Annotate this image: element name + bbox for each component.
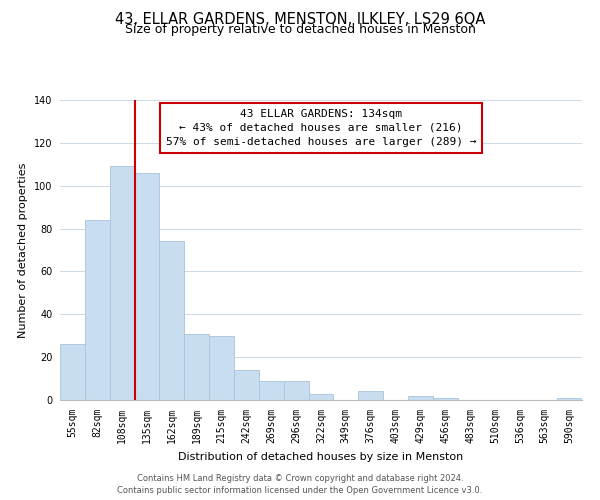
Bar bbox=[259, 380, 284, 400]
Bar bbox=[557, 398, 582, 400]
Bar bbox=[184, 334, 209, 400]
Text: 43 ELLAR GARDENS: 134sqm
← 43% of detached houses are smaller (216)
57% of semi-: 43 ELLAR GARDENS: 134sqm ← 43% of detach… bbox=[166, 109, 476, 147]
Bar bbox=[134, 173, 160, 400]
Bar bbox=[60, 344, 85, 400]
Text: Distribution of detached houses by size in Menston: Distribution of detached houses by size … bbox=[178, 452, 464, 462]
Bar bbox=[408, 396, 433, 400]
Text: Contains HM Land Registry data © Crown copyright and database right 2024.
Contai: Contains HM Land Registry data © Crown c… bbox=[118, 474, 482, 495]
Bar bbox=[110, 166, 134, 400]
Bar bbox=[209, 336, 234, 400]
Bar bbox=[160, 242, 184, 400]
Text: 43, ELLAR GARDENS, MENSTON, ILKLEY, LS29 6QA: 43, ELLAR GARDENS, MENSTON, ILKLEY, LS29… bbox=[115, 12, 485, 28]
Bar bbox=[433, 398, 458, 400]
Y-axis label: Number of detached properties: Number of detached properties bbox=[19, 162, 28, 338]
Bar bbox=[284, 380, 308, 400]
Text: Size of property relative to detached houses in Menston: Size of property relative to detached ho… bbox=[125, 22, 475, 36]
Bar bbox=[358, 392, 383, 400]
Bar bbox=[308, 394, 334, 400]
Bar bbox=[85, 220, 110, 400]
Bar bbox=[234, 370, 259, 400]
